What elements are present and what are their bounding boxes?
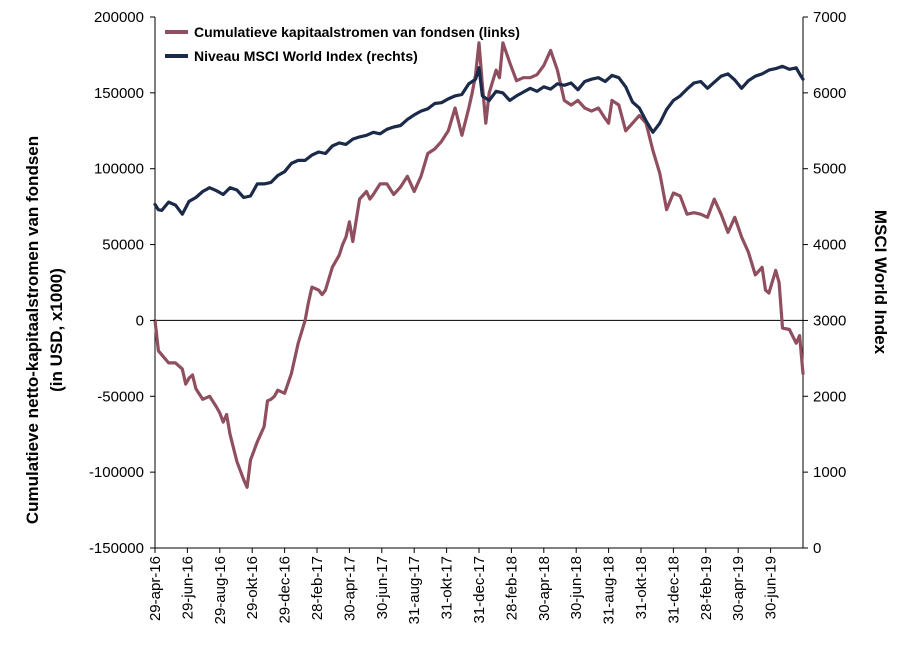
x-ticks: 29-apr-16 29-jun-16 29-aug-16 29-okt-16 29-d… [147, 548, 780, 624]
x-tick-label: 30-jun-19 [763, 556, 780, 619]
x-tick-label: 29-aug-16 [212, 556, 229, 624]
x-tick-label: 28-feb-17 [309, 556, 326, 620]
left-tick-label: -100000 [89, 464, 144, 481]
legend: Cumulatieve kapitaalstromen van fondsen … [165, 24, 520, 64]
right-tick-label: 1000 [813, 464, 846, 481]
x-tick-label: 31-aug-18 [601, 556, 618, 624]
series-layer [153, 41, 805, 489]
x-tick-label: 31-okt-17 [439, 556, 456, 619]
right-tick-label: 2000 [813, 388, 846, 405]
left-y-ticks: -150000 -100000 -50000 0 50000 100000 150000 20… [89, 9, 155, 557]
x-tick-label: 31-dec-18 [665, 556, 682, 624]
x-tick-label: 31-dec-17 [471, 556, 488, 624]
x-tick-label: 29-apr-16 [147, 556, 164, 621]
right-y-ticks: 0 1000 2000 3000 4000 5000 6000 7000 [803, 9, 846, 557]
right-tick-label: 0 [813, 540, 821, 557]
x-tick-label: 31-okt-18 [633, 556, 650, 619]
right-tick-label: 3000 [813, 312, 846, 329]
x-tick-label: 29-jun-16 [179, 556, 196, 619]
x-tick-label: 30-jun-17 [374, 556, 391, 619]
left-axis-title-line2: (in USD, x1000) [47, 268, 66, 392]
left-tick-label: 0 [136, 312, 144, 329]
left-tick-label: 200000 [94, 9, 144, 26]
x-tick-label: 30-apr-17 [341, 556, 358, 621]
left-tick-label: 150000 [94, 85, 144, 102]
series-line-msci-world [153, 64, 805, 216]
legend-label-flows: Cumulatieve kapitaalstromen van fondsen … [194, 24, 520, 40]
series-line-fund-flows [153, 41, 805, 489]
x-tick-label: 29-dec-16 [277, 556, 294, 624]
x-tick-label: 30-jun-18 [568, 556, 585, 619]
x-tick-label: 31-aug-17 [406, 556, 423, 624]
left-tick-label: 100000 [94, 161, 144, 178]
left-tick-label: -150000 [89, 540, 144, 557]
x-tick-label: 30-apr-19 [730, 556, 747, 621]
left-axis-title-line1: Cumulatieve netto-kapitaalstromen van fo… [23, 136, 42, 524]
right-tick-label: 4000 [813, 237, 846, 254]
right-tick-label: 7000 [813, 9, 846, 26]
right-axis-title: MSCI World Index [871, 210, 890, 355]
left-tick-label: 50000 [102, 237, 144, 254]
axes [154, 17, 804, 549]
left-tick-label: -50000 [97, 388, 144, 405]
x-tick-label: 28-feb-18 [503, 556, 520, 620]
right-tick-label: 6000 [813, 85, 846, 102]
x-tick-label: 28-feb-19 [698, 556, 715, 620]
x-tick-label: 30-apr-18 [536, 556, 553, 621]
x-tick-label: 29-okt-16 [244, 556, 261, 619]
right-tick-label: 5000 [813, 161, 846, 178]
legend-label-msci: Niveau MSCI World Index (rechts) [194, 48, 418, 64]
